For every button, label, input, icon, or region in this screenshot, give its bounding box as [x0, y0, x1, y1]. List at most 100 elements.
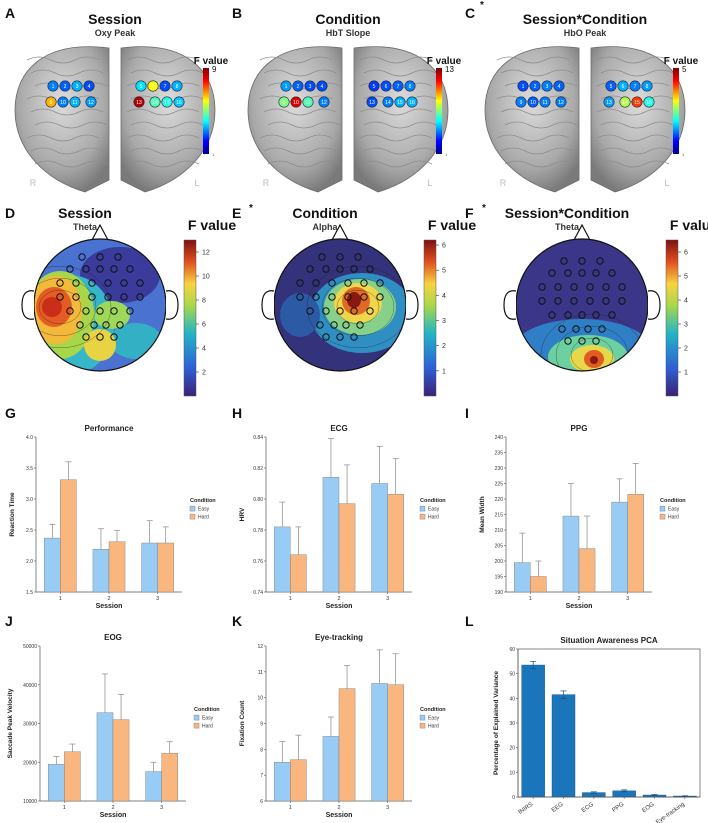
- fnirs-channel: 10: [290, 96, 302, 108]
- electrode-marker: [376, 293, 384, 301]
- y-tick-label: 225: [495, 482, 504, 488]
- x-tick-label: 2: [337, 596, 340, 602]
- contour-line: [321, 277, 395, 337]
- channel-marker: [292, 80, 304, 92]
- fnirs-channel: 7: [629, 80, 641, 92]
- electrode-marker: [344, 293, 352, 301]
- electrode-marker: [56, 293, 64, 301]
- colorbar-tick-label: 3: [442, 318, 446, 325]
- legend-label: Easy: [428, 507, 440, 513]
- colorbar-title: F value: [428, 217, 476, 233]
- electrode-marker: [330, 321, 338, 329]
- electrode-marker: [328, 279, 336, 287]
- brain-gyrus: [600, 69, 674, 77]
- channel-number: 14: [622, 100, 628, 106]
- brain-gyrus: [34, 82, 108, 90]
- legend-label: Hard: [202, 724, 213, 730]
- channel-marker: [517, 80, 529, 92]
- colorbar-tick-label: 1: [684, 370, 688, 377]
- colorbar-min: 1: [445, 152, 448, 157]
- bar: [530, 576, 547, 593]
- x-tick-label: 3: [156, 596, 159, 602]
- y-tick-label: 0.82: [253, 466, 263, 472]
- bar: [338, 688, 356, 802]
- bar: [371, 683, 388, 802]
- electrode-marker: [104, 279, 112, 287]
- panel-title: Condition: [292, 205, 357, 221]
- channel-marker: [69, 96, 81, 108]
- fnirs-channel: 7: [159, 80, 171, 92]
- x-tick-label: 3: [386, 596, 389, 602]
- bar: [92, 549, 110, 593]
- brain-gyrus: [126, 56, 200, 64]
- bar: [161, 753, 178, 802]
- bar: [141, 542, 158, 593]
- colorbar-tick-label: 3: [684, 322, 688, 329]
- field-region: [280, 293, 320, 337]
- y-tick-label: 230: [495, 466, 504, 472]
- channel-marker: [318, 96, 330, 108]
- electrode-marker: [564, 269, 572, 277]
- brain-gyrus: [259, 56, 333, 64]
- electrode-marker: [360, 279, 368, 287]
- panel-subtitle: Alpha: [312, 222, 338, 232]
- brain-gyrus: [34, 160, 108, 168]
- electrode-marker: [72, 279, 80, 287]
- fnirs-channel: 8: [171, 80, 183, 92]
- brain-gyrus: [126, 108, 200, 116]
- channel-marker: [173, 96, 185, 108]
- y-tick-label: 60: [509, 647, 515, 653]
- channel-number: 5: [140, 84, 143, 90]
- bar-chart-H: ECG 0.74 0.76 0.78 0.80 0.82 0.84 HRV Session 1 2 3…: [239, 424, 446, 610]
- electrode-marker: [356, 321, 364, 329]
- channel-marker: [404, 80, 416, 92]
- panel-subtitle: HbT Slope: [326, 28, 371, 38]
- legend-label: Hard: [198, 515, 209, 521]
- electrode-marker: [318, 253, 326, 261]
- fnirs-channel: 13: [133, 96, 145, 108]
- bar: [96, 712, 114, 802]
- y-tick-label: 10: [509, 770, 515, 776]
- panel-letter-L: L: [465, 613, 474, 629]
- channel-number: 2: [64, 84, 67, 90]
- y-tick-label: 2.0: [26, 559, 33, 565]
- brain-gyrus: [359, 56, 433, 64]
- electrode-marker: [350, 307, 358, 315]
- topomap-field: [516, 239, 648, 371]
- legend-label: Easy: [202, 716, 214, 722]
- fnirs-channel: 1: [517, 80, 529, 92]
- panel-subtitle: Theta: [555, 222, 580, 232]
- y-axis-label: Reaction Time: [9, 492, 16, 537]
- channel-number: 14: [152, 100, 158, 106]
- channel-marker: [406, 96, 418, 108]
- y-tick-label: 20000: [23, 760, 37, 766]
- panel-asterisk: *: [482, 203, 486, 214]
- field-region: [347, 292, 361, 308]
- channel-marker: [71, 80, 83, 92]
- ear-right: [647, 290, 661, 320]
- contour-line: [336, 289, 380, 325]
- y-tick-label: 30: [509, 721, 515, 727]
- colorbar-tick-label: 10: [202, 274, 210, 281]
- fnirs-channel: 11: [302, 96, 314, 108]
- y-tick-label: 215: [495, 513, 504, 519]
- channel-marker: [380, 80, 392, 92]
- brain-gyrus: [600, 121, 674, 129]
- electrode-marker: [96, 253, 104, 261]
- y-axis-label: Saccade Peak Velocity: [7, 688, 14, 758]
- colorbar-tick-label: 6: [684, 250, 688, 257]
- channel-marker: [641, 80, 653, 92]
- colorbar-tick-label: 6: [202, 322, 206, 329]
- fnirs-channel: 10: [57, 96, 69, 108]
- fnirs-channel: 12: [85, 96, 97, 108]
- x-tick-label: 1: [59, 596, 62, 602]
- y-tick-label: 0.80: [253, 497, 263, 503]
- channel-marker: [368, 80, 380, 92]
- bar: [64, 751, 81, 802]
- electrode-marker: [336, 307, 344, 315]
- legend-label: Easy: [198, 507, 210, 513]
- brain-gyrus: [596, 108, 670, 116]
- brain-gyrus: [34, 121, 108, 129]
- electrode-marker: [570, 297, 578, 305]
